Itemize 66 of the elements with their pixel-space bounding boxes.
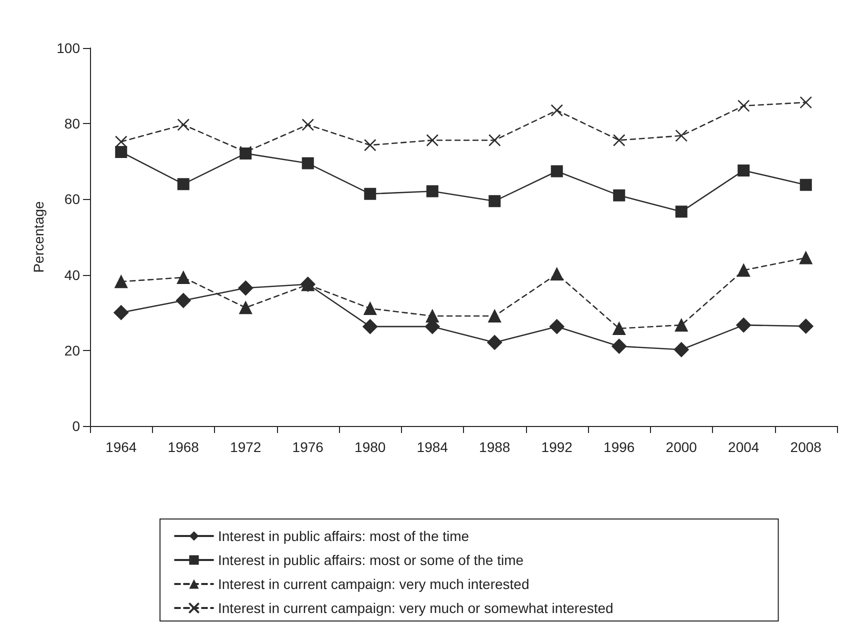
y-tick-label: 60	[64, 191, 80, 208]
x-tick-label: 1992	[541, 439, 573, 455]
point	[488, 134, 501, 146]
x-tick-label: 1976	[292, 439, 324, 455]
point	[612, 134, 626, 146]
legend-label: Interest in current campaign: very much or somewhat interested	[218, 600, 614, 616]
point	[362, 319, 378, 334]
point	[612, 338, 627, 354]
point	[364, 138, 376, 152]
x-tick-label: 2000	[666, 439, 698, 455]
point	[488, 195, 501, 208]
y-tick-label: 100	[56, 40, 80, 56]
point	[364, 188, 376, 200]
point	[550, 104, 564, 117]
point	[737, 100, 750, 112]
point	[302, 118, 314, 131]
point	[737, 264, 750, 277]
point	[550, 165, 563, 178]
legend-label: Interest in current campaign: very much interested	[218, 576, 530, 592]
point	[800, 178, 812, 191]
point	[176, 293, 191, 308]
point	[612, 322, 626, 335]
y-tick-label: 0	[72, 418, 80, 434]
point	[738, 164, 750, 176]
x-tick-label: 1988	[479, 439, 510, 455]
x-tick-label: 1984	[416, 439, 448, 455]
point	[675, 130, 688, 142]
point	[488, 310, 502, 322]
point	[426, 134, 439, 146]
point	[238, 280, 254, 296]
point	[674, 318, 688, 332]
point	[798, 318, 814, 334]
x-tick-label: 1964	[106, 439, 137, 455]
legend-label: Interest in public affairs: most of the time	[218, 528, 470, 544]
point	[364, 302, 377, 315]
point	[550, 268, 564, 281]
point	[114, 305, 129, 320]
point	[176, 270, 190, 284]
point	[675, 206, 688, 218]
point	[302, 157, 314, 170]
point	[800, 96, 812, 109]
point	[674, 342, 689, 358]
point	[115, 146, 128, 158]
point	[799, 251, 812, 264]
x-tick-label: 2008	[790, 439, 822, 455]
y-axis-title: Percentage	[30, 200, 47, 273]
y-tick-label: 80	[64, 116, 80, 132]
point	[426, 310, 439, 322]
y-tick-label: 40	[64, 266, 80, 283]
point	[239, 301, 252, 314]
point	[114, 136, 128, 148]
point	[426, 185, 438, 198]
point	[177, 178, 190, 190]
x-tick-label: 1996	[604, 439, 635, 455]
x-tick-label: 1968	[168, 439, 200, 455]
point	[114, 275, 128, 288]
point	[549, 319, 564, 334]
legend-label: Interest in public affairs: most or some of the time	[218, 552, 524, 568]
x-tick-label: 1980	[354, 439, 386, 455]
x-tick-label: 1972	[230, 439, 262, 455]
x-tick-label: 2004	[728, 439, 760, 455]
point	[613, 189, 626, 202]
y-tick-label: 20	[64, 342, 80, 358]
point	[736, 318, 752, 333]
point	[487, 334, 502, 350]
point	[177, 118, 190, 131]
